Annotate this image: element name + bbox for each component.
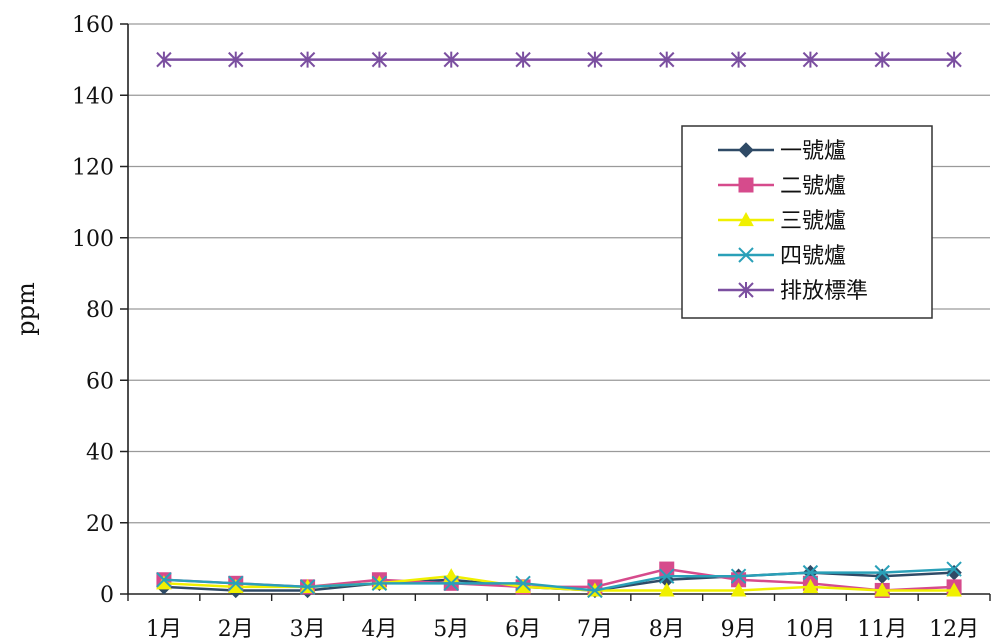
y-tick-label-60: 60 xyxy=(86,369,114,394)
legend-swatch-marker-3 xyxy=(738,211,754,227)
y-tick-label-20: 20 xyxy=(86,512,114,537)
series-1 xyxy=(156,564,962,599)
legend-swatch-marker-5 xyxy=(738,282,754,298)
series-4-point-9 xyxy=(730,568,747,584)
series-group xyxy=(156,51,962,599)
series-5-point-4 xyxy=(371,51,388,68)
series-5-point-7 xyxy=(587,51,603,68)
legend-label-4: 四號爐 xyxy=(780,244,846,269)
legend-swatch-marker-2 xyxy=(738,177,754,193)
series-4-line xyxy=(163,567,955,592)
series-3-point-8 xyxy=(658,582,675,597)
series-4-point-1 xyxy=(156,572,172,588)
grid xyxy=(128,23,990,524)
series-4-point-10 xyxy=(802,564,819,581)
series-5-point-5 xyxy=(443,51,459,68)
series-3-point-12 xyxy=(946,582,962,597)
y-tick-label-100: 100 xyxy=(72,227,114,252)
y-tick-label-120: 120 xyxy=(72,156,114,181)
series-3-line xyxy=(163,574,955,592)
legend-item-4: 四號爐 xyxy=(718,244,846,269)
series-4-point-3 xyxy=(299,579,316,595)
legend-item-3: 三號爐 xyxy=(718,209,846,234)
series-5-point-11 xyxy=(874,51,890,68)
series-5-point-8 xyxy=(659,51,675,68)
x-tick-label-7: 7月 xyxy=(577,617,613,642)
series-5-point-6 xyxy=(515,51,531,68)
series-3-point-10 xyxy=(802,578,819,593)
x-tick-label-4: 4月 xyxy=(361,617,397,642)
series-4 xyxy=(156,561,962,599)
series-5 xyxy=(156,51,962,68)
axes: 0 20 40 60 80 100 120 140 160 1月 2月 3月 4月 5月 6月 7月 8月 9月 1… xyxy=(72,13,991,642)
y-tick-label-140: 140 xyxy=(72,84,114,109)
series-5-point-9 xyxy=(730,51,747,68)
x-tick-label-6: 6月 xyxy=(505,617,541,642)
y-axis-label: ppm xyxy=(12,282,40,336)
legend-item-2: 二號爐 xyxy=(718,174,846,199)
series-5-point-1 xyxy=(156,51,172,68)
legend-box xyxy=(681,125,933,319)
x-tick-label-5: 5月 xyxy=(433,617,469,642)
x-tick-label-10: 10月 xyxy=(785,617,835,642)
x-tick-label-11: 11月 xyxy=(857,617,907,642)
series-2-point-8 xyxy=(659,561,675,577)
series-4-point-7 xyxy=(587,582,603,599)
series-4-point-11 xyxy=(874,564,890,581)
y-tick-label-160: 160 xyxy=(72,13,114,38)
series-4-point-4 xyxy=(371,575,388,592)
y-tick-label-0: 0 xyxy=(100,583,114,608)
legend-item-1: 一號爐 xyxy=(718,139,846,164)
series-5-point-10 xyxy=(802,51,819,68)
x-tick-label-9: 9月 xyxy=(721,617,757,642)
x-tick-label-1: 1月 xyxy=(146,617,182,642)
series-5-point-12 xyxy=(946,51,962,68)
legend-swatch-marker-4 xyxy=(738,247,754,263)
series-3-point-9 xyxy=(730,582,747,597)
series-4-point-12 xyxy=(946,561,962,577)
legend-item-5: 排放標準 xyxy=(718,279,868,304)
series-5-point-2 xyxy=(228,51,244,68)
series-5-point-3 xyxy=(299,51,316,68)
series-4-point-2 xyxy=(228,575,244,592)
series-4-point-6 xyxy=(515,575,531,592)
y-tick-label-80: 80 xyxy=(86,298,114,323)
legend-label-2: 二號爐 xyxy=(780,174,846,199)
x-tick-label-12: 12月 xyxy=(929,617,979,642)
series-2 xyxy=(156,561,962,598)
x-tick-label-2: 2月 xyxy=(218,617,254,642)
x-tick-label-3: 3月 xyxy=(290,617,326,642)
series-4-point-8 xyxy=(659,568,675,584)
series-3-point-11 xyxy=(874,582,891,597)
legend-label-1: 一號爐 xyxy=(780,139,846,164)
legend-swatch-marker-1 xyxy=(738,142,754,158)
series-4-point-5 xyxy=(443,575,459,592)
legend-label-5: 排放標準 xyxy=(780,279,868,304)
x-tick-label-8: 8月 xyxy=(649,617,685,642)
y-tick-label-40: 40 xyxy=(86,441,114,466)
legend-label-3: 三號爐 xyxy=(780,209,846,234)
